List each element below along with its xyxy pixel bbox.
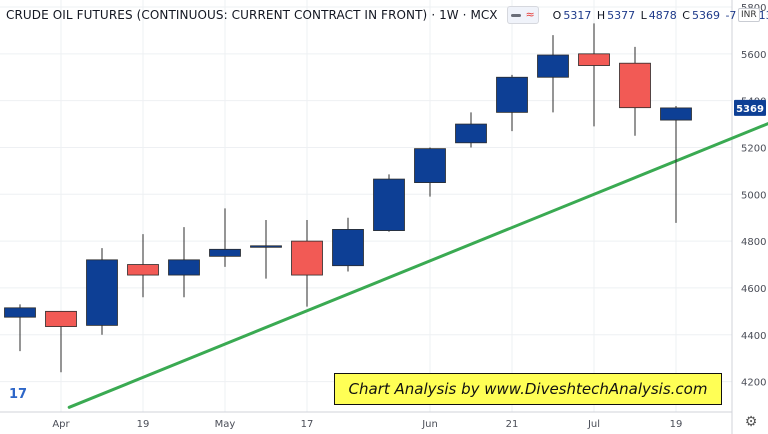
symbol-title[interactable]: CRUDE OIL FUTURES (CONTINUOUS: CURRENT C… bbox=[6, 8, 428, 22]
close-value: 5369 bbox=[691, 8, 720, 22]
eye-icon[interactable] bbox=[511, 13, 522, 17]
time-tick-label: 19 bbox=[670, 419, 683, 430]
gear-icon[interactable]: ⚙ bbox=[744, 414, 758, 430]
price-tick-label: 5600 bbox=[741, 50, 766, 61]
candle-body-up bbox=[250, 245, 282, 248]
visibility-toggles[interactable]: ≈ bbox=[507, 6, 539, 24]
header-separator: · bbox=[431, 8, 436, 22]
price-tick-label: 4800 bbox=[741, 237, 766, 248]
low-value: 4878 bbox=[648, 8, 677, 22]
candle bbox=[250, 220, 282, 279]
candle bbox=[660, 106, 692, 223]
last-price-badge bbox=[734, 99, 766, 116]
candle bbox=[4, 304, 36, 352]
header-separator: · bbox=[462, 8, 467, 22]
candle bbox=[86, 248, 118, 335]
candle bbox=[578, 23, 610, 127]
tradingview-logo-icon[interactable]: 17 bbox=[8, 386, 28, 402]
price-tick-label: 5200 bbox=[741, 143, 766, 154]
candle bbox=[168, 227, 200, 298]
candle bbox=[373, 174, 405, 232]
last-price-layer: 5369 bbox=[734, 99, 766, 116]
candle-body-down bbox=[619, 62, 651, 109]
open-value: 5317 bbox=[563, 8, 592, 22]
candle bbox=[414, 147, 446, 197]
time-tick-label: Apr bbox=[52, 419, 70, 430]
candle-body-down bbox=[578, 53, 610, 66]
time-tick-label: 17 bbox=[301, 419, 314, 430]
candle-body-down bbox=[127, 264, 159, 276]
candle-body-up bbox=[537, 54, 569, 78]
candle bbox=[619, 46, 651, 136]
candle-body-up bbox=[455, 123, 487, 144]
time-axis[interactable]: Apr 19 May 17 Jun 21 Jul 19 bbox=[0, 411, 732, 430]
candle-body-up bbox=[209, 248, 241, 257]
last-price-label: 5369 bbox=[736, 104, 764, 115]
candle-body-up bbox=[86, 259, 118, 326]
candle-body-up bbox=[168, 259, 200, 276]
candle-body-up bbox=[660, 107, 692, 121]
price-tick-label: 5000 bbox=[741, 190, 766, 201]
trendline-layer bbox=[67, 122, 768, 409]
time-tick-label: Jun bbox=[421, 419, 438, 430]
price-axis[interactable]: 420044004600480050005200540056005800 bbox=[731, 0, 766, 434]
candle-body-down bbox=[45, 310, 77, 327]
interval-label[interactable]: 1W bbox=[439, 8, 459, 22]
candle bbox=[455, 112, 487, 148]
time-tick-label: 19 bbox=[137, 419, 150, 430]
price-tick-label: 4200 bbox=[741, 378, 766, 389]
candle-body-up bbox=[332, 229, 364, 267]
wave-icon[interactable]: ≈ bbox=[525, 8, 535, 21]
chart-grid bbox=[0, 0, 732, 412]
watermark-banner: Chart Analysis by www.DiveshtechAnalysis… bbox=[334, 373, 722, 405]
time-tick-label: Jul bbox=[587, 419, 600, 430]
high-label: H bbox=[596, 8, 606, 22]
currency-selector[interactable]: INR bbox=[738, 8, 760, 22]
price-tick-label: 4400 bbox=[741, 331, 766, 342]
time-tick-label: 21 bbox=[506, 419, 519, 430]
candle bbox=[45, 310, 77, 373]
chart-header: CRUDE OIL FUTURES (CONTINUOUS: CURRENT C… bbox=[6, 6, 768, 24]
candle-body-up bbox=[496, 76, 528, 113]
high-value: 5377 bbox=[607, 8, 636, 22]
time-tick-label: May bbox=[215, 419, 236, 430]
candle-body-up bbox=[373, 178, 405, 231]
candle bbox=[127, 234, 159, 298]
low-label: L bbox=[640, 8, 647, 22]
candle-body-up bbox=[414, 148, 446, 183]
candle-body-down bbox=[291, 240, 323, 276]
support-trendline bbox=[67, 122, 768, 409]
candle bbox=[496, 74, 528, 132]
candle bbox=[291, 220, 323, 307]
close-label: C bbox=[682, 8, 690, 22]
candle bbox=[332, 217, 364, 272]
exchange-label: MCX bbox=[470, 8, 498, 22]
candle bbox=[537, 35, 569, 113]
candles-layer bbox=[4, 23, 692, 373]
price-tick-label: 4600 bbox=[741, 284, 766, 295]
candle bbox=[209, 208, 241, 267]
candle-body-up bbox=[4, 307, 36, 318]
open-label: O bbox=[552, 8, 562, 22]
